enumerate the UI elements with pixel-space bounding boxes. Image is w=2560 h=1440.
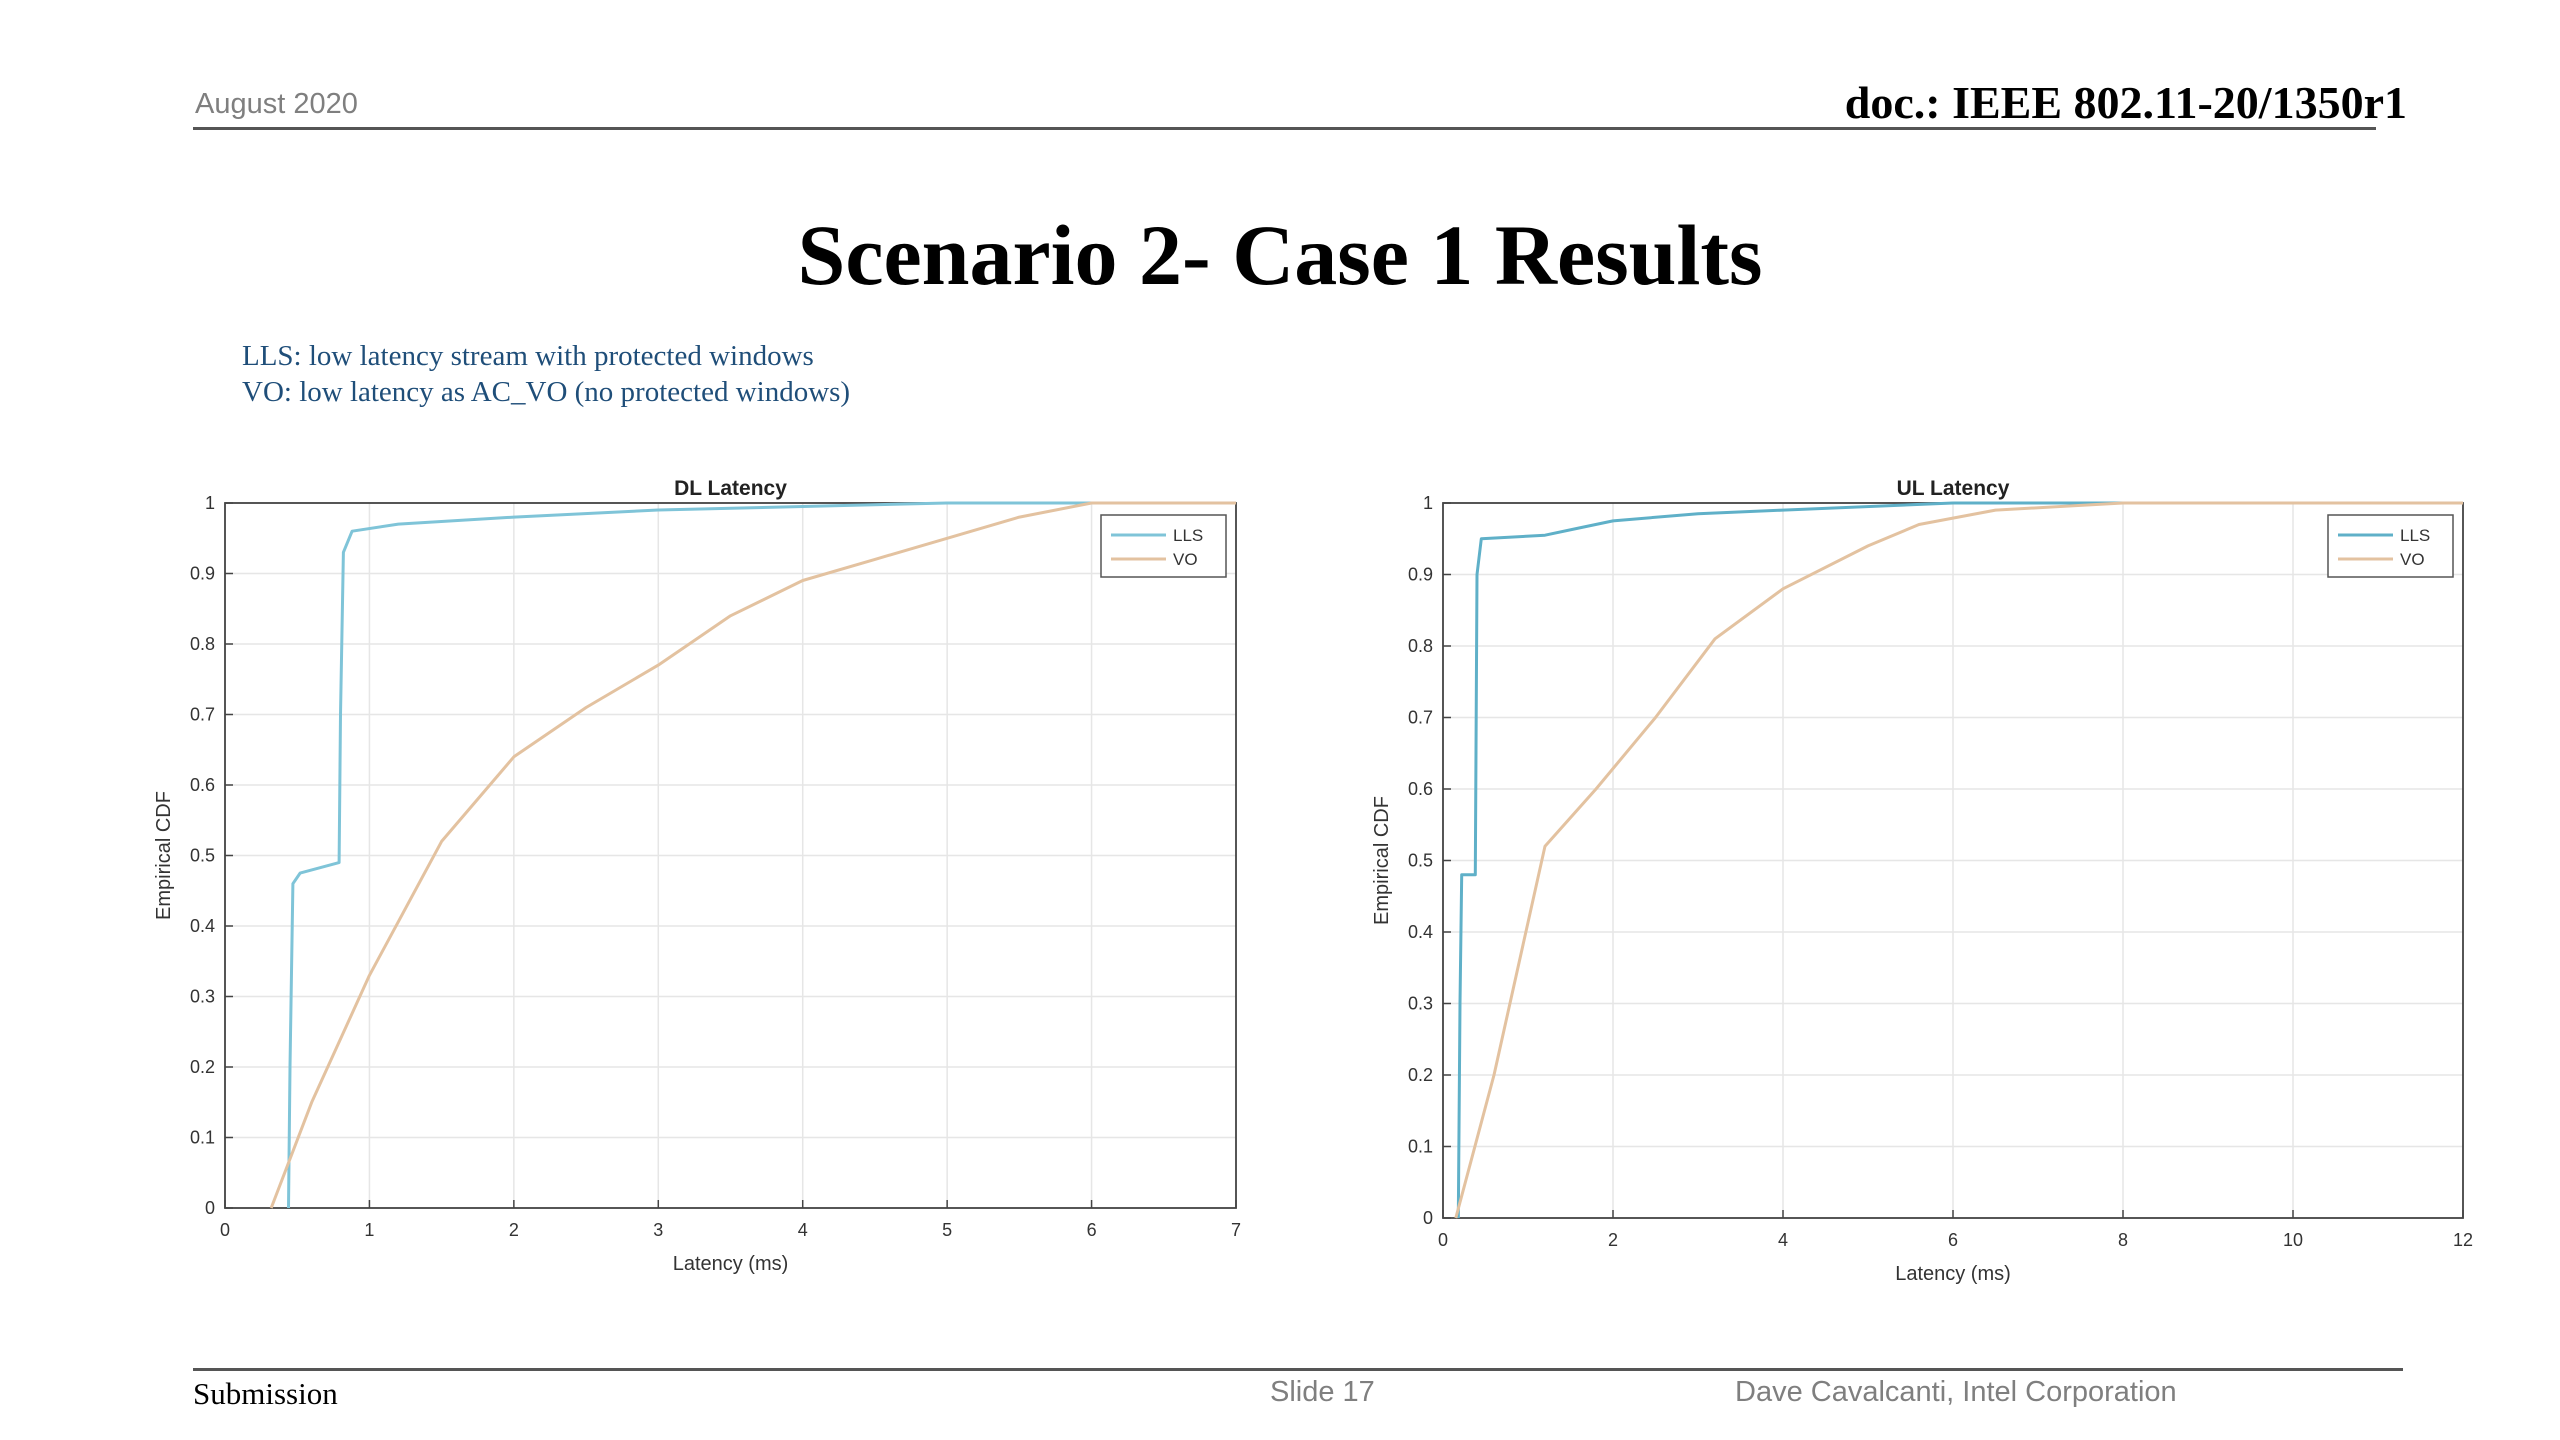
series-line-lls — [1456, 501, 2463, 1219]
footer-divider — [193, 1368, 2403, 1371]
footer-slide-number: Slide 17 — [1270, 1376, 1375, 1408]
y-tick-label: 0.7 — [190, 705, 215, 725]
x-tick-label: 6 — [1948, 1230, 1958, 1250]
header-date: August 2020 — [195, 88, 358, 120]
x-axis-label: Latency (ms) — [1895, 1263, 2011, 1285]
y-tick-label: 1 — [1423, 493, 1433, 513]
ul-latency-chart: 0 2 4 6 8 10 12 0 0.1 0.2 0.3 0.4 0.5 0.6 0.7 0.8 0.9 1 UL… — [1371, 477, 2473, 1285]
y-tick-label: 0.5 — [1408, 851, 1433, 871]
x-axis-label: Latency (ms) — [673, 1253, 789, 1275]
footer-submission: Submission — [193, 1376, 338, 1411]
x-tick-label: 10 — [2283, 1230, 2303, 1250]
y-tick-label: 0.6 — [190, 775, 215, 795]
legend-label-vo: VO — [2400, 550, 2425, 569]
x-tick-label: 0 — [220, 1220, 230, 1240]
x-tick-label: 2 — [1608, 1230, 1618, 1250]
y-tick-label: 0.1 — [1408, 1137, 1433, 1157]
x-tick-label: 5 — [942, 1220, 952, 1240]
y-axis-label: Empirical CDF — [1371, 796, 1393, 925]
legend-note-vo: VO: low latency as AC_VO (no protected w… — [242, 376, 851, 408]
legend-label-lls: LLS — [2400, 526, 2430, 545]
series-line-vo — [1454, 501, 2463, 1219]
y-tick-label: 0.4 — [190, 916, 215, 936]
x-tick-label: 3 — [653, 1220, 663, 1240]
x-tick-label: 8 — [2118, 1230, 2128, 1250]
footer-author: Dave Cavalcanti, Intel Corporation — [1735, 1376, 2177, 1408]
legend-note-lls: LLS: low latency stream with protected w… — [242, 340, 814, 372]
y-tick-label: 0.3 — [1408, 994, 1433, 1014]
y-tick-label: 0 — [205, 1198, 215, 1218]
series-line-vo — [269, 501, 1236, 1209]
y-tick-label: 0 — [1423, 1208, 1433, 1228]
y-tick-label: 1 — [205, 493, 215, 513]
slide-title: Scenario 2- Case 1 Results — [797, 207, 1763, 303]
x-tick-label: 6 — [1087, 1220, 1097, 1240]
header-doc-id: doc.: IEEE 802.11-20/1350r1 — [1844, 77, 2407, 128]
x-tick-label: 1 — [364, 1220, 374, 1240]
y-tick-label: 0.9 — [1408, 565, 1433, 585]
y-tick-label: 0.9 — [190, 564, 215, 584]
legend-label-lls: LLS — [1173, 526, 1203, 545]
header-divider — [193, 127, 2376, 130]
series-line-lls — [287, 501, 1236, 1209]
chart-title: DL Latency — [674, 477, 787, 500]
y-tick-label: 0.6 — [1408, 779, 1433, 799]
y-tick-label: 0.5 — [190, 846, 215, 866]
x-tick-label: 7 — [1231, 1220, 1241, 1240]
y-tick-label: 0.3 — [190, 987, 215, 1007]
y-tick-label: 0.8 — [190, 634, 215, 654]
chart-title: UL Latency — [1897, 477, 2010, 500]
x-tick-label: 4 — [1778, 1230, 1788, 1250]
legend-label-vo: VO — [1173, 550, 1198, 569]
x-tick-label: 12 — [2453, 1230, 2473, 1250]
y-tick-label: 0.4 — [1408, 922, 1433, 942]
y-tick-label: 0.2 — [1408, 1065, 1433, 1085]
y-tick-label: 0.2 — [190, 1057, 215, 1077]
y-tick-label: 0.8 — [1408, 636, 1433, 656]
y-axis-label: Empirical CDF — [153, 791, 175, 920]
y-tick-label: 0.7 — [1408, 708, 1433, 728]
x-tick-label: 0 — [1438, 1230, 1448, 1250]
y-tick-label: 0.1 — [190, 1128, 215, 1148]
x-tick-label: 2 — [509, 1220, 519, 1240]
x-tick-label: 4 — [798, 1220, 808, 1240]
legend-box — [2327, 514, 2454, 578]
dl-latency-chart: 0 1 2 3 4 5 6 7 0 0.1 0.2 0.3 0.4 0.5 0.6 0.7 0.8 0.9 1 DL … — [153, 477, 1241, 1275]
legend-box — [1100, 514, 1227, 578]
